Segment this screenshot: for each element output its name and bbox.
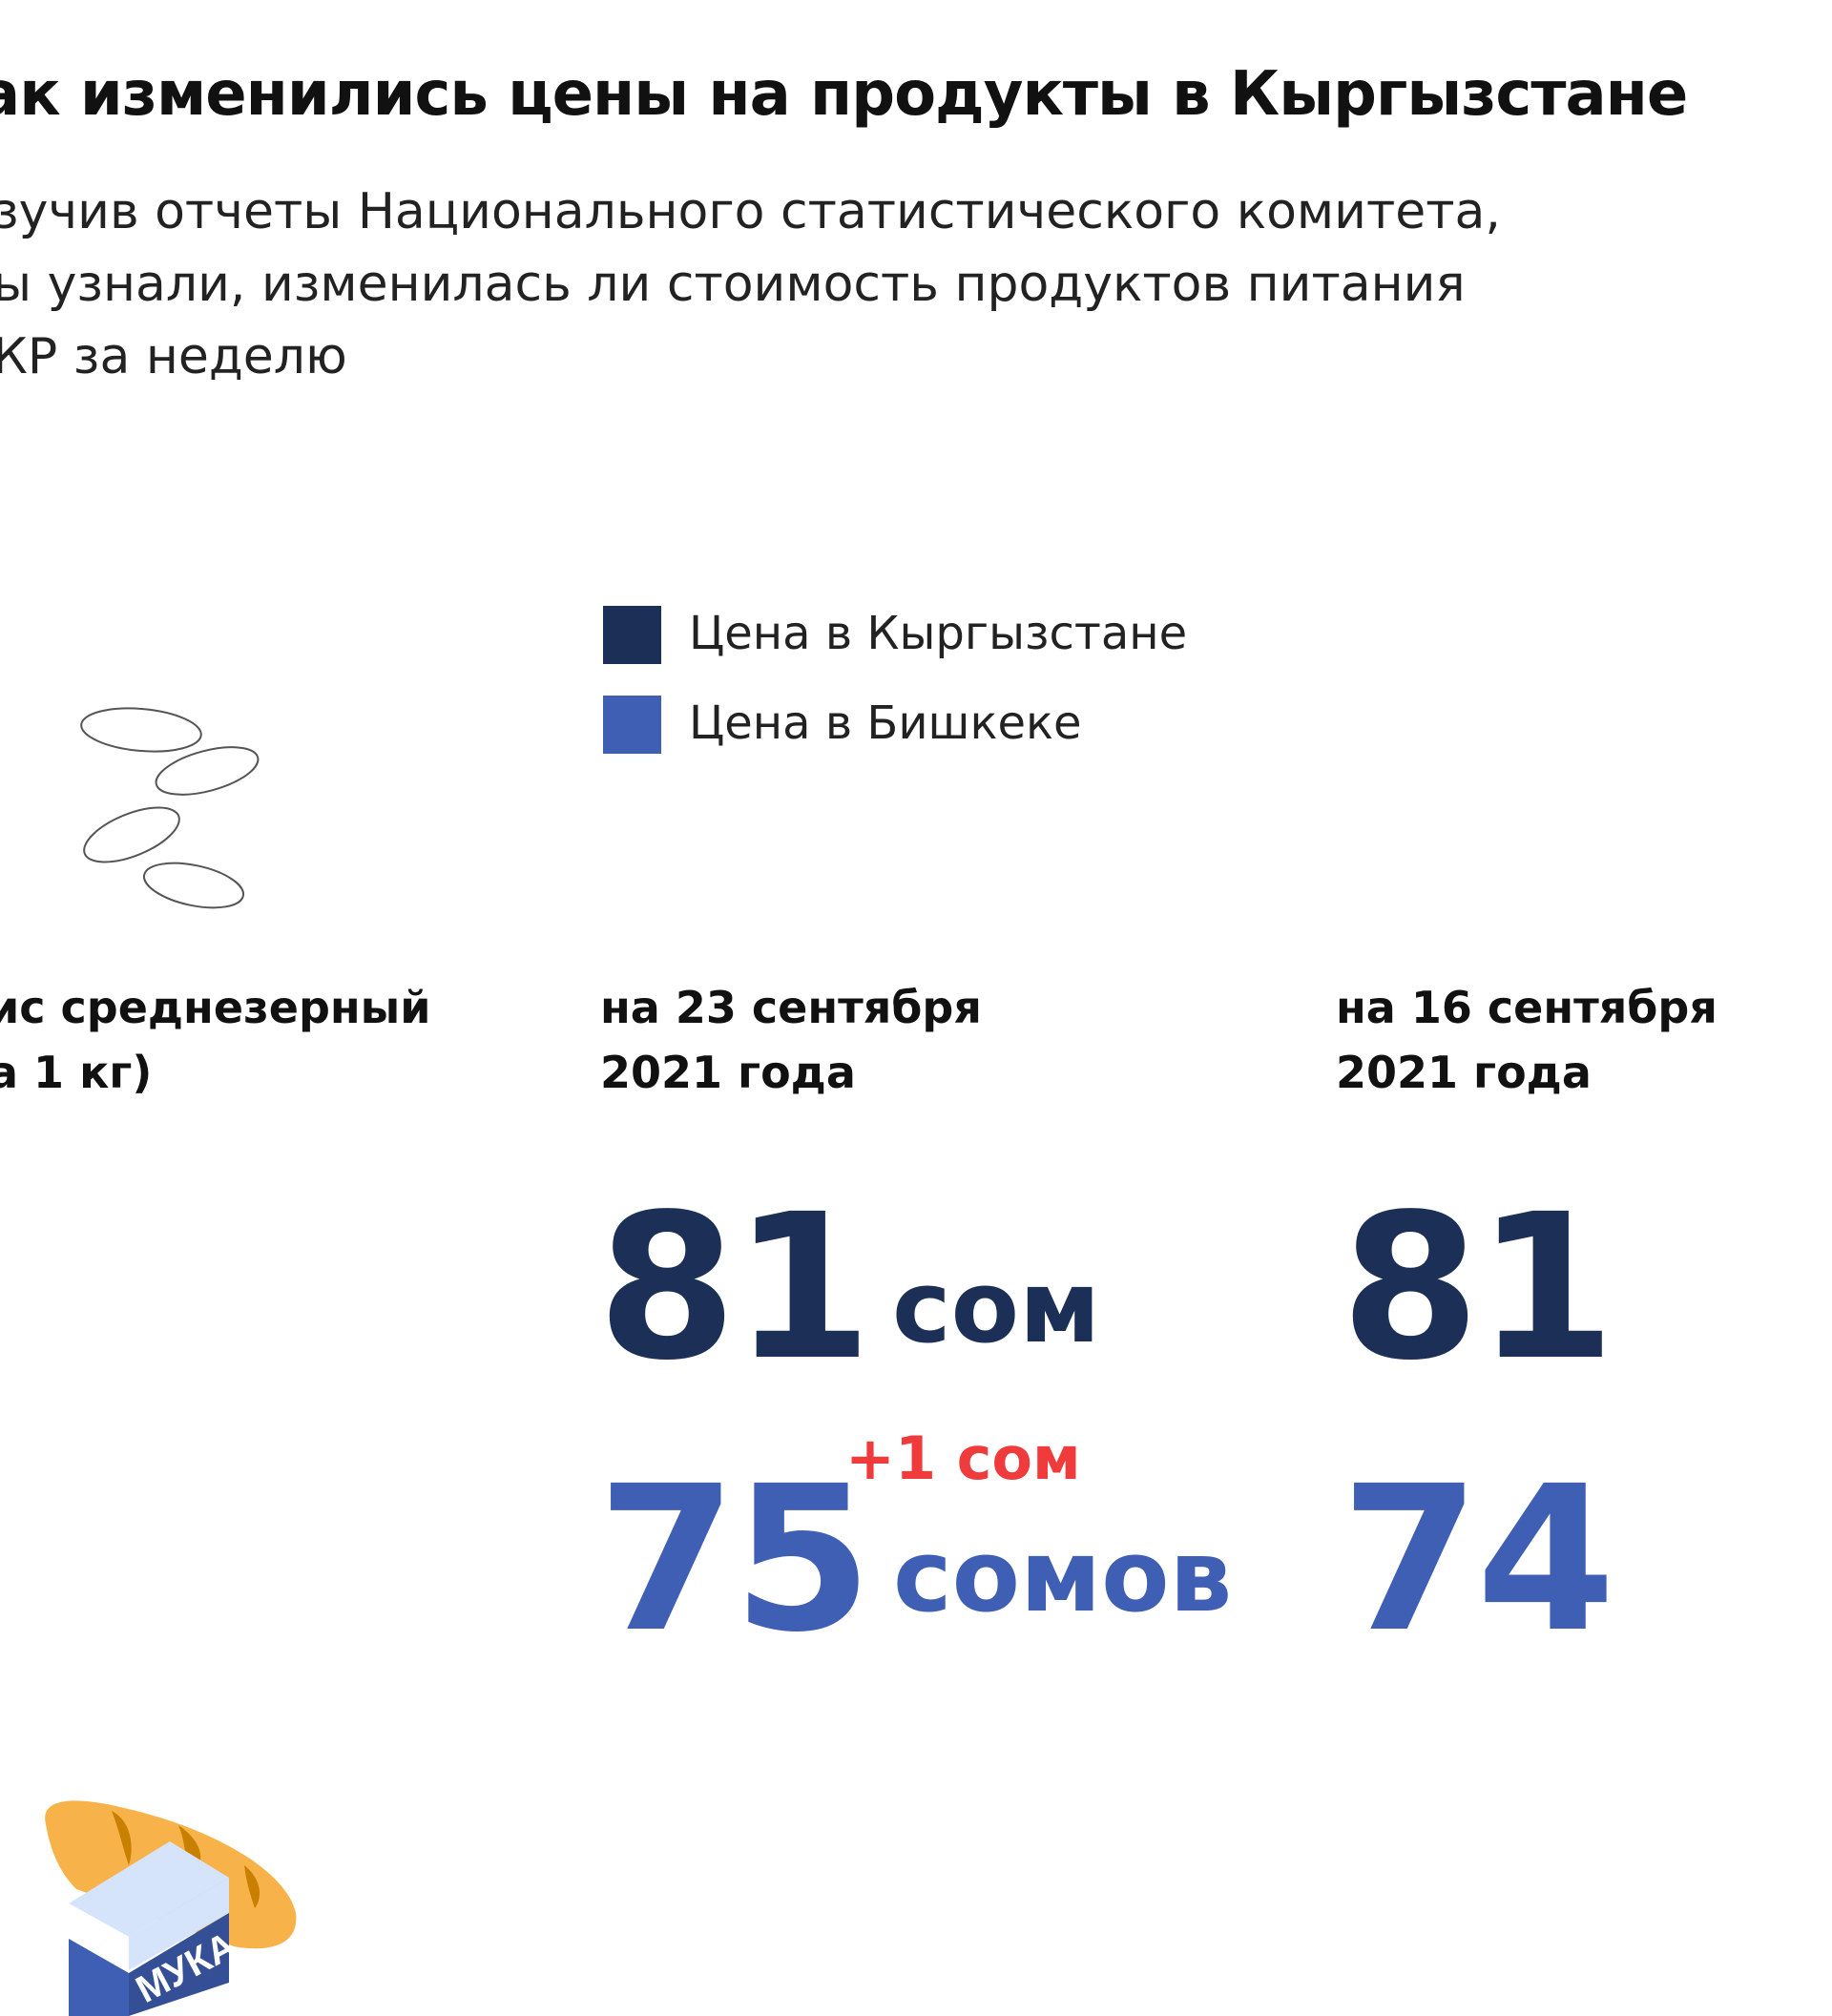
date-line: на 23 сентября	[600, 982, 982, 1033]
kyrgyzstan-price-unit: сом	[892, 1249, 1101, 1365]
date-header-current: на 23 сентября 2021 года	[600, 975, 982, 1105]
bishkek-price-current: 75	[597, 1443, 872, 1676]
subtitle-line: КР за неделю	[0, 328, 347, 385]
kyrgyzstan-price-previous: 81	[1341, 1171, 1615, 1404]
date-line: 2021 года	[1336, 1047, 1592, 1098]
price-change: +1 сом	[845, 1424, 1081, 1493]
product-name: ис среднезерный а 1 кг)	[0, 975, 431, 1105]
subtitle-line: зучив отчеты Национального статистическо…	[0, 183, 1501, 240]
page-title: ак изменились цены на продукты в Кыргызс…	[0, 59, 1688, 130]
product-name-line: а 1 кг)	[0, 1047, 153, 1098]
date-line: 2021 года	[600, 1047, 856, 1098]
bishkek-price-unit: сомов	[893, 1518, 1233, 1634]
kyrgyzstan-price-current: 81	[597, 1171, 872, 1404]
subtitle-line: ы узнали, изменилась ли стоимость продук…	[0, 256, 1466, 313]
date-header-previous: на 16 сентября 2021 года	[1336, 975, 1718, 1105]
legend-label-bishkek: Цена в Бишкеке	[689, 696, 1082, 750]
product-name-line: ис среднезерный	[0, 982, 431, 1033]
legend-swatch-kyrgyzstan	[603, 606, 661, 664]
flour-bread-icon: МУКА	[45, 1800, 297, 2016]
legend-swatch-bishkek	[603, 696, 661, 754]
date-line: на 16 сентября	[1336, 982, 1718, 1033]
rice-grains-icon	[80, 707, 260, 909]
legend-label-kyrgyzstan: Цена в Кыргызстане	[689, 607, 1188, 660]
bishkek-price-previous: 74	[1341, 1443, 1615, 1676]
